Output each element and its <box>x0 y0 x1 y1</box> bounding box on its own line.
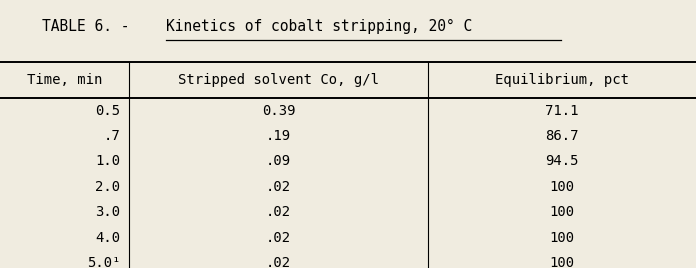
Text: 86.7: 86.7 <box>545 129 579 143</box>
Text: 3.0: 3.0 <box>95 205 120 219</box>
Text: .02: .02 <box>266 205 291 219</box>
Text: 100: 100 <box>549 231 575 245</box>
Text: Stripped solvent Co, g/l: Stripped solvent Co, g/l <box>178 73 379 87</box>
Text: 100: 100 <box>549 256 575 268</box>
Text: TABLE 6. -: TABLE 6. - <box>42 19 138 34</box>
Text: Time, min: Time, min <box>26 73 102 87</box>
Text: 2.0: 2.0 <box>95 180 120 194</box>
Text: 1.0: 1.0 <box>95 154 120 169</box>
Text: 94.5: 94.5 <box>545 154 579 169</box>
Text: 0.5: 0.5 <box>95 103 120 118</box>
Text: 5.0¹: 5.0¹ <box>87 256 120 268</box>
Text: 100: 100 <box>549 205 575 219</box>
Text: .02: .02 <box>266 180 291 194</box>
Text: .02: .02 <box>266 231 291 245</box>
Text: .7: .7 <box>104 129 120 143</box>
Text: .19: .19 <box>266 129 291 143</box>
Text: .09: .09 <box>266 154 291 169</box>
Text: Kinetics of cobalt stripping, 20° C: Kinetics of cobalt stripping, 20° C <box>166 19 472 34</box>
Text: Equilibrium, pct: Equilibrium, pct <box>495 73 629 87</box>
Text: 71.1: 71.1 <box>545 103 579 118</box>
Text: .02: .02 <box>266 256 291 268</box>
Text: 0.39: 0.39 <box>262 103 295 118</box>
Text: 100: 100 <box>549 180 575 194</box>
Text: 4.0: 4.0 <box>95 231 120 245</box>
